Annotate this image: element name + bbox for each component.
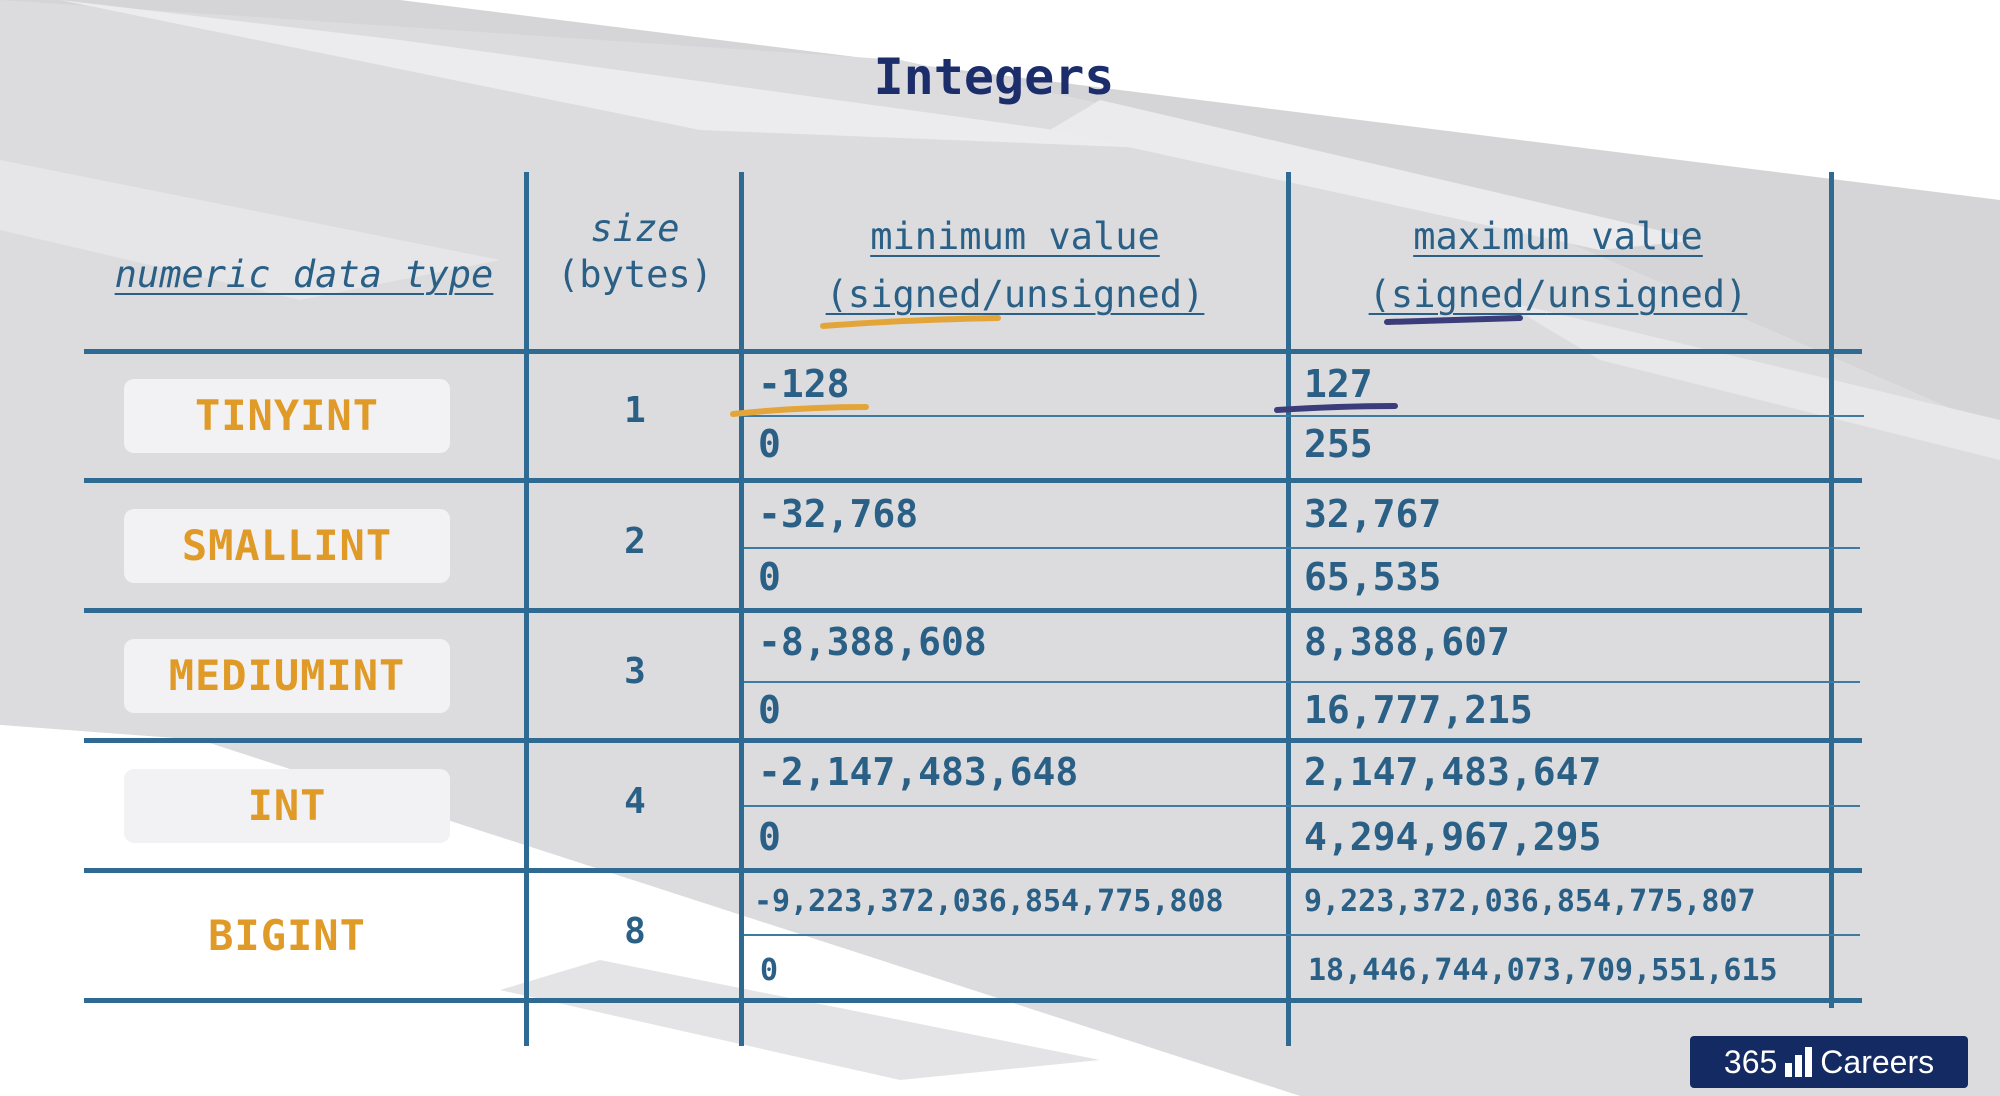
logo-word: Careers	[1820, 1043, 1935, 1080]
min-signed-int: -2,147,483,648	[758, 750, 1079, 794]
type-tinyint: TINYINT	[194, 391, 379, 440]
type-pill-tinyint	[124, 379, 450, 453]
highlight-max-signed-header	[1384, 315, 1523, 325]
max-unsigned-smallint: 65,535	[1304, 555, 1442, 599]
grid-hline-row3	[84, 738, 1862, 743]
grid-subline-row3	[744, 681, 1860, 683]
type-int: INT	[247, 781, 327, 830]
max-unsigned-mediumint: 16,777,215	[1304, 688, 1533, 732]
min-unsigned-mediumint: 0	[758, 688, 781, 732]
header-size-line2: (bytes)	[557, 253, 713, 296]
brand-logo: 365 Careers	[1690, 1036, 1968, 1088]
header-min-unsigned: unsigned	[1003, 273, 1183, 316]
page-title: Integers	[873, 48, 1115, 106]
min-unsigned-int: 0	[758, 815, 781, 859]
header-max-line2: (signed/unsigned)	[1368, 273, 1748, 316]
min-unsigned-smallint: 0	[758, 555, 781, 599]
type-smallint: SMALLINT	[181, 521, 393, 570]
min-signed-bigint: -9,223,372,036,854,775,808	[754, 884, 1224, 919]
header-data-type: numeric data type	[84, 246, 524, 304]
type-pill-mediumint	[124, 639, 450, 713]
max-signed-bigint: 9,223,372,036,854,775,807	[1304, 884, 1756, 919]
grid-subline-row2	[744, 547, 1860, 549]
grid-subline-row5	[744, 934, 1860, 936]
header-max-line1: maximum value	[1413, 215, 1703, 258]
grid-hline-row5	[84, 998, 1862, 1003]
max-signed-int: 2,147,483,647	[1304, 750, 1602, 794]
grid-hline-row4	[84, 868, 1862, 873]
bar-chart-icon	[1785, 1047, 1813, 1077]
header-max-unsigned: unsigned	[1546, 273, 1726, 316]
min-signed-mediumint: -8,388,608	[758, 620, 987, 664]
highlight-min-signed-header	[820, 315, 1001, 329]
header-size: size (bytes)	[530, 206, 740, 298]
grid-hline-row1	[84, 478, 1862, 483]
header-data-type-label: numeric data type	[114, 253, 494, 296]
grid-hline-header	[84, 349, 1862, 354]
grid-vline-4	[1829, 172, 1834, 1008]
size-tinyint: 1	[624, 390, 646, 431]
size-int: 4	[624, 781, 646, 822]
max-unsigned-bigint: 18,446,744,073,709,551,615	[1308, 953, 1778, 988]
max-unsigned-tinyint: 255	[1304, 422, 1373, 466]
type-pill-smallint	[124, 509, 450, 583]
header-min-line1: minimum value	[870, 215, 1160, 258]
max-unsigned-int: 4,294,967,295	[1304, 815, 1602, 859]
header-min-signed: signed	[847, 273, 982, 316]
min-signed-tinyint: -128	[758, 362, 850, 406]
header-size-line1: size	[590, 207, 680, 250]
header-max-signed: signed	[1390, 273, 1525, 316]
highlight-tinyint-min	[730, 404, 869, 417]
type-bigint: BIGINT	[208, 911, 366, 960]
size-bigint: 8	[624, 911, 646, 952]
header-max-value: maximum value (signed/unsigned)	[1288, 208, 1828, 324]
max-signed-tinyint: 127	[1304, 362, 1373, 406]
max-signed-smallint: 32,767	[1304, 492, 1442, 536]
size-smallint: 2	[624, 521, 646, 562]
header-min-value: minimum value (signed/unsigned)	[745, 208, 1285, 324]
grid-subline-row4	[744, 805, 1860, 807]
header-min-line2: (signed/unsigned)	[825, 273, 1205, 316]
highlight-tinyint-max	[1274, 403, 1398, 413]
grid-hline-row2	[84, 608, 1862, 613]
size-mediumint: 3	[624, 651, 646, 692]
type-pill-int	[124, 769, 450, 843]
logo-number: 365	[1723, 1043, 1778, 1080]
min-unsigned-bigint: 0	[760, 953, 779, 988]
min-unsigned-tinyint: 0	[758, 422, 781, 466]
max-signed-mediumint: 8,388,607	[1304, 620, 1510, 664]
min-signed-smallint: -32,768	[758, 492, 919, 536]
type-mediumint: MEDIUMINT	[168, 651, 406, 700]
grid-subline-row1	[744, 415, 1864, 417]
